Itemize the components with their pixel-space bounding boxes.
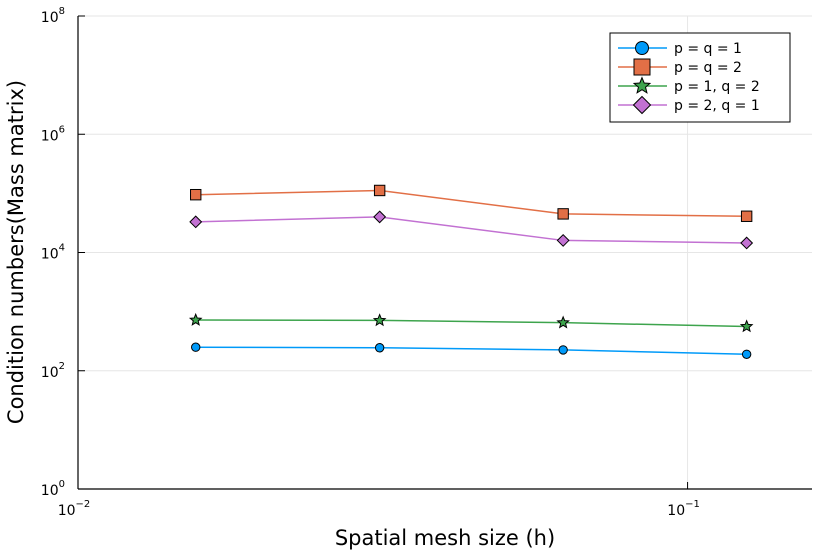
y-axis-title: Condition numbers(Mass matrix) — [4, 80, 28, 424]
series-line — [195, 346, 747, 356]
data-point — [740, 210, 753, 222]
y-tick-base: 10 — [41, 483, 59, 499]
legend-label: p = 1, q = 2 — [674, 79, 760, 95]
data-point — [191, 342, 201, 352]
y-tick-label: 106 — [41, 124, 65, 144]
data-point — [558, 345, 568, 355]
series-group — [188, 184, 754, 359]
legend-label: p = 2, q = 1 — [674, 98, 760, 114]
x-tick-label: 10−2 — [58, 499, 91, 519]
y-tick-label: 102 — [41, 361, 65, 381]
y-tick-base: 10 — [41, 247, 59, 263]
y-tick-exponent: 4 — [59, 243, 65, 254]
data-point — [189, 215, 203, 229]
legend-marker — [635, 41, 649, 55]
series-line — [195, 216, 747, 244]
y-tick-base: 10 — [41, 128, 59, 144]
data-point — [739, 319, 754, 333]
x-tick-label: 10−1 — [667, 499, 700, 519]
y-tick-exponent: 6 — [59, 124, 65, 135]
y-tick-exponent: 2 — [59, 361, 65, 372]
x-tick-exponent: −2 — [76, 499, 91, 510]
y-tick-label: 108 — [41, 6, 65, 26]
data-point — [188, 312, 203, 326]
series-line — [195, 319, 747, 328]
series-line — [195, 189, 747, 218]
legend-marker — [632, 76, 652, 94]
legend-label: p = q = 1 — [674, 41, 742, 57]
data-point — [190, 188, 202, 201]
y-tick-label: 100 — [41, 479, 65, 499]
data-point — [556, 233, 570, 247]
data-point — [556, 315, 570, 329]
x-tick-base: 10 — [58, 503, 76, 519]
data-point — [741, 349, 752, 359]
legend-label: p = q = 2 — [674, 60, 742, 76]
data-point — [374, 343, 385, 353]
legend: p = q = 1 p = q = 2 p = 1, q = 2 p = 2, q =… — [609, 32, 791, 123]
legend-marker — [632, 95, 652, 115]
x-tick-base: 10 — [667, 503, 685, 519]
data-point — [373, 184, 386, 197]
data-point — [373, 210, 387, 224]
y-tick-label: 104 — [41, 243, 65, 263]
y-tick-base: 10 — [41, 10, 59, 26]
y-tick-exponent: 0 — [59, 479, 65, 490]
y-tick-exponent: 8 — [59, 6, 65, 17]
legend-marker — [633, 58, 651, 76]
data-point — [557, 208, 569, 220]
data-point — [372, 313, 387, 327]
y-tick-base: 10 — [41, 365, 59, 381]
data-point — [740, 236, 754, 250]
x-tick-exponent: −1 — [685, 499, 700, 510]
x-axis-title: Spatial mesh size (h) — [335, 526, 555, 550]
